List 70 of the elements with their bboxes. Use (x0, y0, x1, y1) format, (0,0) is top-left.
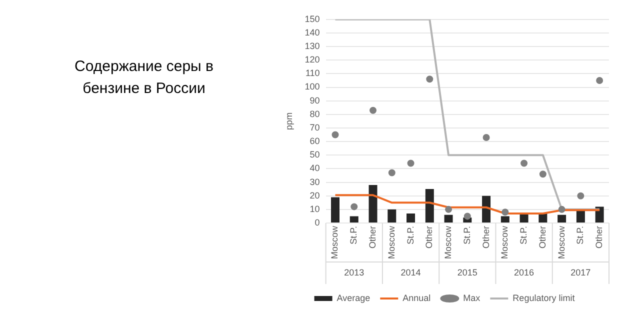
point (577, 192, 584, 200)
legend-label: Annual (402, 292, 431, 303)
text: 2015 (457, 267, 478, 278)
point (370, 106, 377, 114)
bar (482, 196, 491, 222)
point (407, 160, 414, 167)
bar (406, 213, 416, 222)
legend-label: Max (463, 292, 481, 303)
y-tick-label: 140 (304, 27, 320, 38)
text: 2014 (400, 267, 421, 278)
y-tick-label: 150 (304, 14, 320, 24)
bar (368, 184, 378, 222)
y-tick-label: 100 (304, 82, 320, 92)
x-tick-label: Other (480, 226, 491, 249)
bar (538, 213, 548, 222)
point (426, 76, 434, 83)
text: 2013 (344, 267, 364, 278)
point (482, 134, 490, 141)
x-tick-label: St.P. (518, 226, 529, 244)
x-tick-label: Moscow (330, 226, 340, 260)
x-tick-label: Other (424, 226, 434, 249)
y-tick-label: 30 (310, 176, 320, 187)
point (445, 206, 452, 213)
text: 2017 (570, 267, 591, 278)
x-tick-label: Moscow (443, 226, 454, 260)
x-tick-label: St.P. (348, 226, 359, 244)
x-tick-label: St.P. (575, 226, 586, 244)
y-tick-label: 90 (310, 95, 320, 106)
bar (444, 214, 453, 222)
x-tick-label: St.P. (405, 226, 416, 244)
bar (576, 210, 585, 222)
y-tick-label: 20 (310, 190, 320, 200)
point (332, 131, 339, 138)
point (464, 212, 471, 220)
point (520, 160, 528, 167)
x-tick-label: Moscow (386, 226, 396, 260)
x-tick-label: Other (368, 226, 378, 249)
point (350, 203, 358, 210)
bar (595, 206, 604, 222)
bar (500, 216, 510, 222)
point (388, 169, 396, 176)
y-tick-label: 80 (310, 108, 320, 119)
bar (425, 189, 434, 222)
y-axis-title: ppm (284, 112, 294, 130)
y-tick-label: 70 (310, 122, 320, 132)
legend-label: Average (336, 292, 370, 303)
bar (331, 197, 340, 222)
y-tick-label: 50 (310, 150, 320, 160)
x-tick-label: Moscow (556, 226, 566, 260)
point (539, 170, 546, 178)
y-tick-label: 120 (304, 54, 320, 65)
point (596, 76, 604, 84)
point (558, 206, 566, 213)
y-tick-label: 110 (305, 68, 320, 78)
x-tick-label: Other (537, 226, 548, 249)
bar (350, 216, 358, 222)
x-tick-label: Moscow (500, 226, 510, 260)
y-tick-label: 40 (310, 163, 320, 174)
x-tick-label: Other (594, 226, 604, 249)
bar (558, 214, 566, 222)
bar (388, 209, 396, 222)
y-tick-label: 130 (304, 41, 320, 52)
y-tick-label: 60 (310, 136, 320, 146)
text: Содержание серы в бензине в России (74, 57, 214, 99)
y-tick-label: 0 (314, 217, 320, 228)
y-tick-label: 10 (310, 204, 320, 214)
x-tick-label: St.P. (462, 226, 472, 244)
legend-label: Regulatory limit (512, 292, 576, 303)
point (502, 208, 509, 216)
text: 2016 (514, 267, 534, 278)
